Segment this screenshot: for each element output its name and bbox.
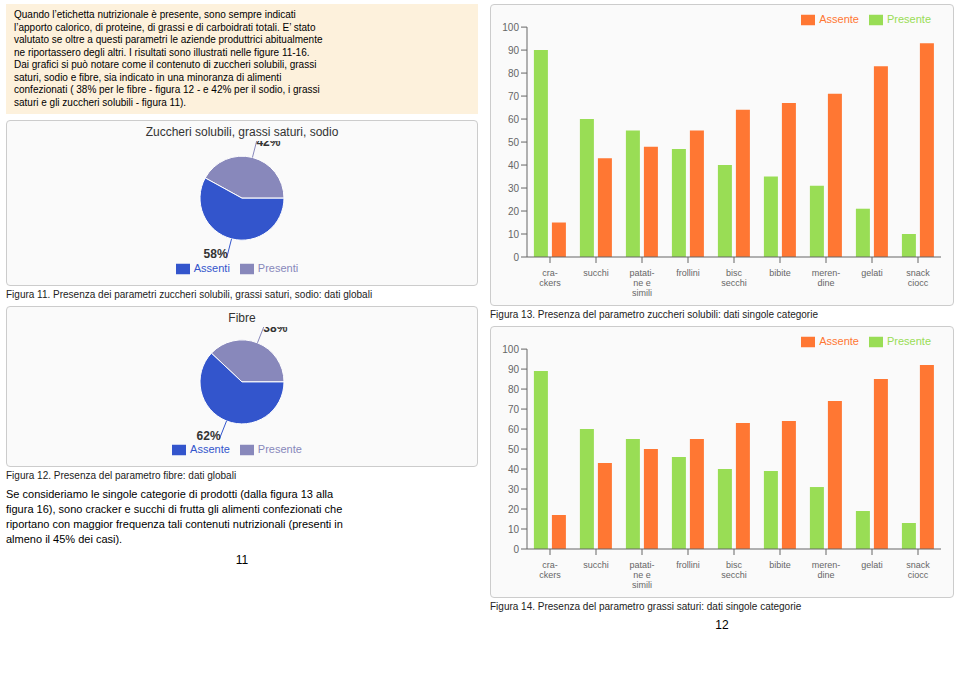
svg-text:20: 20 (508, 504, 520, 515)
svg-text:90: 90 (508, 45, 520, 56)
svg-text:20: 20 (508, 206, 520, 217)
svg-text:10: 10 (508, 524, 520, 535)
svg-text:10: 10 (508, 229, 520, 240)
svg-text:succhi: succhi (583, 268, 609, 278)
html-text:almeno il 45% dei casi).: almeno il 45% dei casi). (6, 533, 123, 545)
svg-text:100: 100 (502, 22, 519, 33)
html-text:Assenti: Assenti (193, 261, 230, 274)
svg-text:cra-ckers: cra-ckers (539, 268, 561, 288)
svg-text:40: 40 (508, 464, 520, 475)
html-text:12: 12 (715, 618, 729, 632)
svg-text:80: 80 (508, 384, 520, 395)
svg-text:58%: 58% (204, 247, 228, 261)
html-text:Presente: Presente (887, 13, 931, 25)
html-text:Zuccheri solubili, grassi satu: Zuccheri solubili, grassi saturi, sodio (145, 125, 339, 139)
svg-text:0: 0 (513, 252, 519, 263)
svg-text:bibite: bibite (769, 560, 791, 570)
html-text:riportano con maggior frequenz: riportano con maggior frequenza tali con… (6, 518, 343, 530)
svg-text:biscsecchi: biscsecchi (721, 560, 747, 580)
svg-text:80: 80 (508, 68, 520, 79)
svg-text:60: 60 (508, 114, 520, 125)
svg-text:62%: 62% (197, 429, 221, 443)
svg-text:30: 30 (508, 183, 520, 194)
html-text:saturi e gli zuccheri solubili: saturi e gli zuccheri solubili - figura … (14, 96, 187, 108)
svg-text:0: 0 (513, 544, 519, 555)
html-text:Se consideriamo le singole cat: Se consideriamo le singole categorie di … (6, 488, 334, 500)
html-text:Figura 13. Presenza del parame: Figura 13. Presenza del parametro zucche… (490, 309, 818, 320)
html-text:Assente: Assente (190, 442, 230, 455)
html-text:valutato se oltre a questi par: valutato se oltre a questi parametri le … (14, 34, 323, 45)
html-text:confezionati ( 38% per le fibr: confezionati ( 38% per le fibre - figura… (14, 84, 320, 95)
svg-text:succhi: succhi (583, 560, 609, 570)
svg-text:snackciocc: snackciocc (906, 560, 930, 580)
svg-text:meren-dine: meren-dine (812, 268, 841, 288)
html-text:Assente: Assente (819, 13, 859, 25)
html-text:Figura 12. Presenza del parame: Figura 12. Presenza del parametro fibre:… (6, 470, 237, 481)
svg-text:meren-dine: meren-dine (812, 560, 841, 580)
svg-text:patati-ne esimili: patati-ne esimili (629, 560, 654, 590)
html-text:saturi, sodio e fibre, sia ind: saturi, sodio e fibre, sia indicato in u… (14, 71, 282, 83)
svg-text:70: 70 (508, 404, 520, 415)
svg-text:patati-ne esimili: patati-ne esimili (629, 268, 654, 298)
svg-text:snackciocc: snackciocc (906, 268, 930, 288)
html-text:Dai grafici si può notare come: Dai grafici si può notare come il conten… (14, 59, 317, 70)
svg-text:gelati: gelati (861, 268, 883, 278)
html-text:Presente: Presente (257, 442, 302, 455)
svg-text:30: 30 (508, 484, 520, 495)
svg-text:frollini: frollini (676, 268, 700, 278)
svg-text:42%: 42% (256, 141, 280, 149)
svg-text:40: 40 (508, 160, 520, 171)
svg-text:50: 50 (508, 137, 520, 148)
svg-text:cra-ckers: cra-ckers (539, 560, 561, 580)
html-text:Figura 11. Presenza dei parame: Figura 11. Presenza dei parametri zucche… (6, 289, 373, 300)
html-text:Presente: Presente (887, 335, 931, 347)
svg-text:70: 70 (508, 91, 520, 102)
html-text:ne riportassero degli altri. I: ne riportassero degli altri. I risultati… (14, 46, 310, 58)
html-text:Figura 14. Presenza del parame: Figura 14. Presenza del parametro grassi… (490, 601, 802, 612)
svg-text:bibite: bibite (769, 268, 791, 278)
html-text:Presenti: Presenti (257, 261, 299, 274)
html-text:figura 16), sono cracker e suc: figura 16), sono cracker e succhi di fru… (6, 503, 343, 515)
svg-text:90: 90 (508, 364, 520, 375)
html-text:Fibre: Fibre (228, 311, 256, 325)
svg-text:50: 50 (508, 444, 520, 455)
html-text:Quando l’etichetta nutrizional: Quando l’etichetta nutrizionale è presen… (14, 9, 296, 20)
svg-text:biscsecchi: biscsecchi (721, 268, 747, 288)
svg-text:100: 100 (502, 344, 519, 355)
svg-text:frollini: frollini (676, 560, 700, 570)
html-text:Assente: Assente (819, 335, 859, 347)
html-text:11: 11 (235, 553, 249, 567)
svg-text:60: 60 (508, 424, 520, 435)
html-text:l’apporto calorico, di protein: l’apporto calorico, di proteine, di gras… (14, 21, 316, 33)
svg-text:gelati: gelati (861, 560, 883, 570)
svg-text:38%: 38% (263, 327, 287, 335)
